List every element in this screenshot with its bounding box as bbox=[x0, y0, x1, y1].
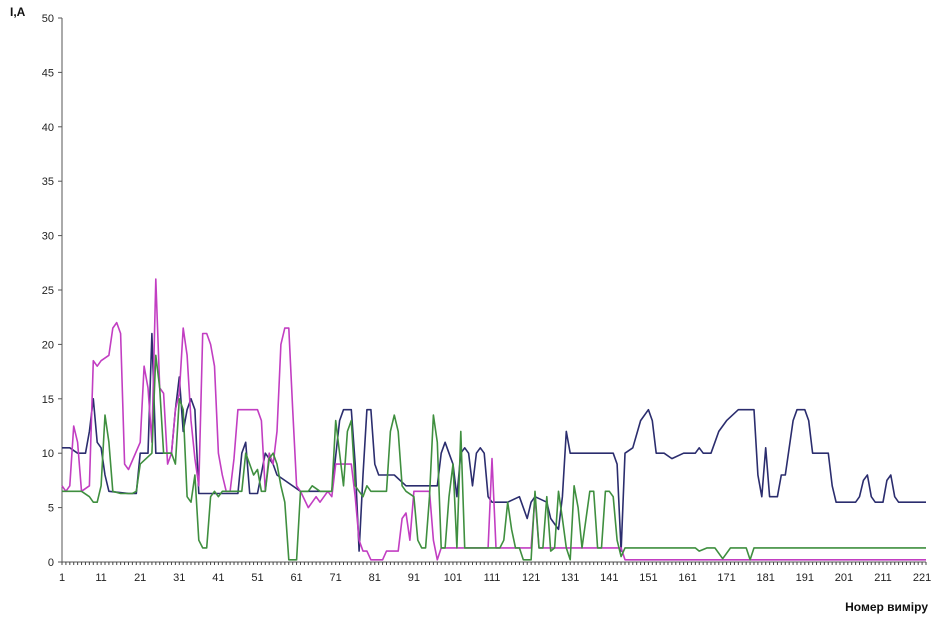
x-tick-label: 81 bbox=[369, 572, 381, 584]
x-tick-labels: 1 11 21 31 41 51 61 71 81 91 101 111 121 131 141 151 161… bbox=[59, 572, 931, 584]
y-axis: 0 5 10 15 20 25 30 35 40 45 50 bbox=[42, 13, 63, 569]
x-tick-label: 11 bbox=[95, 572, 106, 584]
x-tick-label: 1 bbox=[59, 572, 65, 584]
x-tick-label: 71 bbox=[330, 572, 342, 584]
x-tick-label: 31 bbox=[173, 572, 185, 584]
x-tick-label: 51 bbox=[251, 572, 263, 584]
y-tick-label: 20 bbox=[42, 339, 54, 351]
x-tick-label: 191 bbox=[796, 572, 814, 584]
y-tick-label: 15 bbox=[42, 394, 54, 406]
x-tick-label: 141 bbox=[600, 572, 618, 584]
x-tick-label: 151 bbox=[639, 572, 657, 584]
series-layer bbox=[61, 278, 926, 561]
x-tick-label: 101 bbox=[444, 572, 462, 584]
series-line-1 bbox=[62, 332, 926, 552]
y-tick-label: 40 bbox=[42, 122, 54, 134]
y-tick-label: 50 bbox=[42, 13, 54, 25]
x-tick-label: 181 bbox=[757, 572, 775, 584]
series-line-3 bbox=[62, 354, 926, 561]
series-line-2 bbox=[61, 278, 926, 561]
x-tick-label: 61 bbox=[290, 572, 302, 584]
x-tick-label: 121 bbox=[522, 572, 540, 584]
y-tick-label: 30 bbox=[42, 231, 54, 243]
y-axis-title: I,A bbox=[10, 5, 26, 19]
x-tick-label: 41 bbox=[212, 572, 224, 584]
y-tick-label: 35 bbox=[42, 176, 54, 188]
x-tick-label: 171 bbox=[717, 572, 735, 584]
x-tick-label: 201 bbox=[835, 572, 853, 584]
y-tick-label: 45 bbox=[42, 67, 54, 79]
x-axis-title: Номер виміру bbox=[845, 600, 928, 614]
x-tick-label: 211 bbox=[874, 572, 892, 584]
x-minor-ticks bbox=[61, 562, 927, 565]
x-tick-label: 111 bbox=[484, 572, 501, 584]
x-tick-label: 161 bbox=[678, 572, 696, 584]
y-tick-label: 0 bbox=[48, 557, 54, 569]
x-tick-label: 131 bbox=[561, 572, 579, 584]
x-tick-label: 221 bbox=[913, 572, 931, 584]
y-tick-label: 5 bbox=[48, 503, 54, 515]
x-axis: 1 11 21 31 41 51 61 71 81 91 101 111 121 131 141 151 161… bbox=[59, 561, 931, 584]
y-tick-label: 25 bbox=[42, 285, 54, 297]
y-tick-label: 10 bbox=[42, 448, 54, 460]
y-tick-labels: 0 5 10 15 20 25 30 35 40 45 50 bbox=[42, 13, 62, 569]
x-tick-label: 91 bbox=[408, 572, 420, 584]
x-tick-label: 21 bbox=[134, 572, 146, 584]
